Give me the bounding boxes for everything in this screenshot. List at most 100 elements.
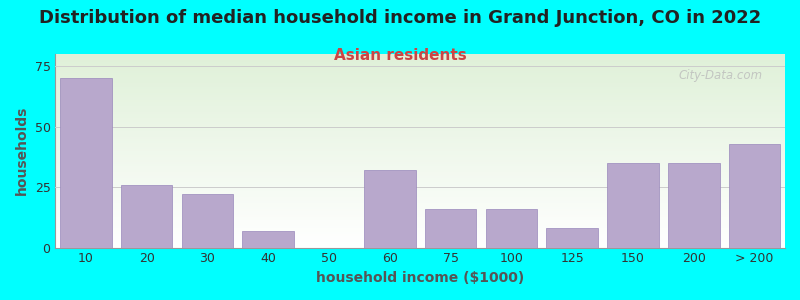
Bar — [55, 215, 785, 217]
Bar — [55, 236, 785, 238]
Bar — [55, 160, 785, 162]
Bar — [55, 89, 785, 91]
Bar — [55, 158, 785, 160]
Bar — [55, 242, 785, 244]
Bar — [55, 244, 785, 246]
Bar — [55, 122, 785, 124]
Bar — [55, 77, 785, 79]
Bar — [607, 163, 659, 248]
Bar — [55, 56, 785, 58]
Bar — [55, 71, 785, 74]
Bar — [55, 147, 785, 149]
Bar — [121, 185, 173, 248]
Bar — [55, 224, 785, 226]
Bar — [55, 176, 785, 178]
Bar — [55, 83, 785, 85]
Bar — [55, 100, 785, 102]
Bar — [55, 217, 785, 218]
X-axis label: household income ($1000): household income ($1000) — [316, 271, 524, 285]
Bar — [55, 209, 785, 211]
Bar — [55, 131, 785, 134]
Bar — [486, 209, 538, 248]
Text: Asian residents: Asian residents — [334, 48, 466, 63]
Bar — [55, 79, 785, 81]
Bar — [55, 118, 785, 120]
Bar — [55, 102, 785, 104]
Bar — [55, 246, 785, 248]
Bar — [55, 91, 785, 93]
Bar — [55, 149, 785, 151]
Bar — [55, 201, 785, 203]
Bar — [55, 68, 785, 70]
Y-axis label: households: households — [15, 106, 29, 196]
Bar — [55, 178, 785, 180]
Bar — [55, 164, 785, 166]
Bar — [55, 166, 785, 168]
Bar — [55, 130, 785, 131]
Bar — [55, 199, 785, 201]
Bar — [55, 240, 785, 242]
Bar — [55, 116, 785, 118]
Bar — [55, 95, 785, 97]
Bar — [55, 135, 785, 137]
Bar — [55, 93, 785, 95]
Bar — [55, 104, 785, 106]
Bar — [55, 172, 785, 174]
Bar — [55, 234, 785, 236]
Bar — [55, 180, 785, 182]
Bar — [55, 218, 785, 220]
Bar — [55, 151, 785, 153]
Bar — [425, 209, 477, 248]
Bar — [55, 222, 785, 224]
Bar — [55, 155, 785, 157]
Bar — [55, 106, 785, 108]
Bar — [55, 232, 785, 234]
Bar — [55, 112, 785, 114]
Bar — [55, 168, 785, 170]
Bar — [55, 74, 785, 75]
Bar — [55, 60, 785, 62]
Bar — [55, 134, 785, 135]
Bar — [55, 157, 785, 158]
Bar — [55, 194, 785, 195]
Bar — [55, 85, 785, 87]
Bar — [55, 66, 785, 68]
Bar — [55, 205, 785, 207]
Bar — [729, 143, 781, 248]
Bar — [55, 139, 785, 141]
Bar — [55, 110, 785, 112]
Bar — [55, 220, 785, 222]
Bar — [55, 137, 785, 139]
Bar — [55, 170, 785, 172]
Bar — [60, 78, 112, 248]
Bar — [55, 54, 785, 56]
Bar — [55, 188, 785, 190]
Bar — [55, 184, 785, 186]
Bar — [55, 162, 785, 164]
Bar — [55, 62, 785, 64]
Bar — [55, 207, 785, 209]
Bar — [55, 153, 785, 155]
Bar — [55, 228, 785, 230]
Bar — [242, 231, 294, 248]
Bar — [55, 203, 785, 205]
Text: City-Data.com: City-Data.com — [679, 70, 763, 83]
Bar — [55, 114, 785, 116]
Bar — [55, 186, 785, 188]
Bar — [55, 230, 785, 232]
Bar — [55, 226, 785, 228]
Bar — [55, 190, 785, 191]
Bar — [55, 108, 785, 110]
Bar — [55, 191, 785, 194]
Bar — [55, 182, 785, 184]
Bar — [55, 87, 785, 89]
Bar — [55, 97, 785, 98]
Bar — [55, 211, 785, 213]
Bar — [55, 128, 785, 130]
Bar — [55, 64, 785, 66]
Text: Distribution of median household income in Grand Junction, CO in 2022: Distribution of median household income … — [39, 9, 761, 27]
Bar — [55, 120, 785, 122]
Bar — [55, 197, 785, 199]
Bar — [55, 145, 785, 147]
Bar — [55, 98, 785, 101]
